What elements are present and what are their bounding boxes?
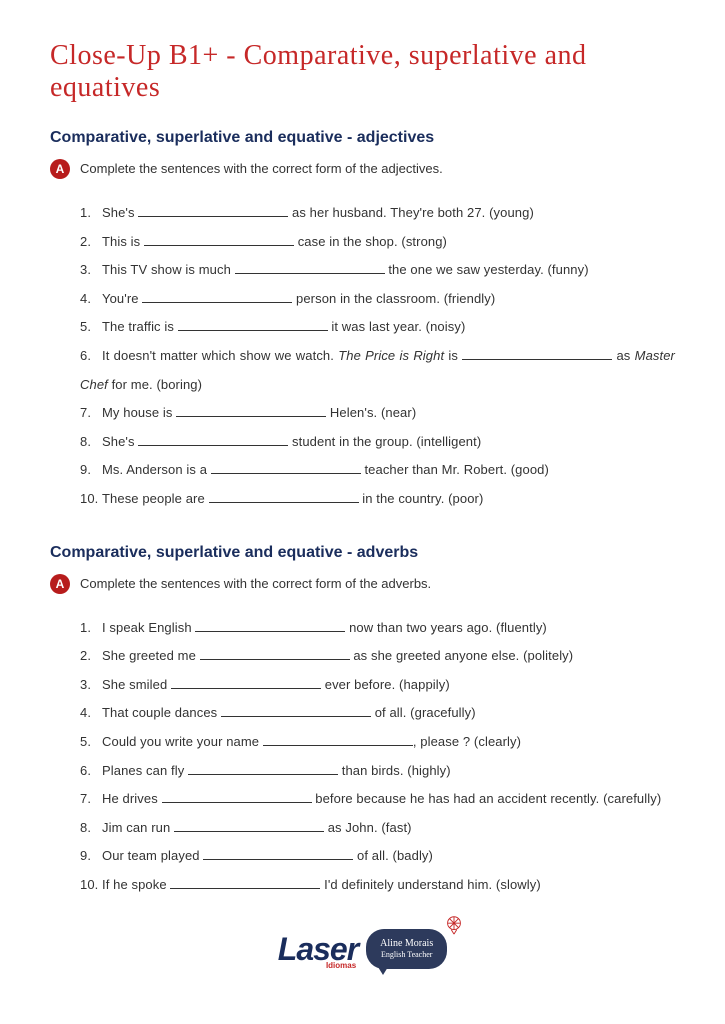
q1-7: 7.My house is Helen's. (near) — [80, 399, 675, 428]
worksheet-page: Close-Up B1+ - Comparative, superlative … — [0, 0, 725, 1024]
document-title: Close-Up B1+ - Comparative, superlative … — [50, 40, 675, 104]
q2-7: 7.He drives before because he has had an… — [80, 785, 675, 814]
blank-field[interactable] — [144, 233, 294, 246]
teacher-name: Aline Morais — [380, 937, 433, 950]
blank-field[interactable] — [195, 619, 345, 632]
section2-instruction: Complete the sentences with the correct … — [80, 574, 431, 591]
teacher-role: English Teacher — [380, 950, 433, 960]
blank-field[interactable] — [138, 204, 288, 217]
q2-6: 6.Planes can fly than birds. (highly) — [80, 757, 675, 786]
blank-field[interactable] — [235, 261, 385, 274]
q2-2: 2.She greeted me as she greeted anyone e… — [80, 642, 675, 671]
ferris-wheel-icon — [443, 914, 465, 936]
q1-10: 10.These people are in the country. (poo… — [80, 485, 675, 514]
blank-field[interactable] — [203, 847, 353, 860]
blank-field[interactable] — [138, 433, 288, 446]
q1-5: 5.The traffic is it was last year. (nois… — [80, 313, 675, 342]
blank-field[interactable] — [221, 704, 371, 717]
blank-field[interactable] — [263, 733, 413, 746]
q1-8: 8.She's student in the group. (intellige… — [80, 428, 675, 457]
blank-field[interactable] — [162, 790, 312, 803]
q1-9: 9.Ms. Anderson is a teacher than Mr. Rob… — [80, 456, 675, 485]
section2-badge: A — [50, 574, 70, 594]
q1-6: 6.It doesn't matter which show we watch.… — [80, 342, 675, 399]
section1-heading: Comparative, superlative and equative - … — [50, 129, 675, 147]
brand-logo: Laser Idiomas — [278, 931, 358, 968]
q1-3: 3.This TV show is much the one we saw ye… — [80, 256, 675, 285]
blank-field[interactable] — [171, 676, 321, 689]
q2-4: 4.That couple dances of all. (gracefully… — [80, 699, 675, 728]
blank-field[interactable] — [188, 762, 338, 775]
blank-field[interactable] — [176, 404, 326, 417]
q1-4: 4.You're person in the classroom. (frien… — [80, 285, 675, 314]
section2-instruction-row: A Complete the sentences with the correc… — [50, 574, 675, 594]
logo-wrapper: Laser Idiomas Aline Morais English Teach… — [278, 929, 447, 968]
q2-9: 9.Our team played of all. (badly) — [80, 842, 675, 871]
q1-1: 1.She's as her husband. They're both 27.… — [80, 199, 675, 228]
footer: Laser Idiomas Aline Morais English Teach… — [50, 929, 675, 968]
section1-instruction: Complete the sentences with the correct … — [80, 159, 443, 176]
blank-field[interactable] — [170, 876, 320, 889]
q2-5: 5.Could you write your name , please ? (… — [80, 728, 675, 757]
blank-field[interactable] — [200, 647, 350, 660]
section1-instruction-row: A Complete the sentences with the correc… — [50, 159, 675, 179]
q2-1: 1.I speak English now than two years ago… — [80, 614, 675, 643]
brand-tagline: Idiomas — [326, 961, 356, 970]
blank-field[interactable] — [462, 347, 612, 360]
section1-badge: A — [50, 159, 70, 179]
blank-field[interactable] — [174, 819, 324, 832]
q2-8: 8.Jim can run as John. (fast) — [80, 814, 675, 843]
blank-field[interactable] — [211, 461, 361, 474]
q1-2: 2.This is case in the shop. (strong) — [80, 228, 675, 257]
q2-3: 3.She smiled ever before. (happily) — [80, 671, 675, 700]
section2-heading: Comparative, superlative and equative - … — [50, 544, 675, 562]
q2-10: 10.If he spoke I'd definitely understand… — [80, 871, 675, 900]
blank-field[interactable] — [209, 490, 359, 503]
section2-questions: 1.I speak English now than two years ago… — [50, 614, 675, 900]
teacher-bubble: Aline Morais English Teacher — [366, 929, 447, 968]
blank-field[interactable] — [178, 318, 328, 331]
section1-questions: 1.She's as her husband. They're both 27.… — [50, 199, 675, 514]
blank-field[interactable] — [142, 290, 292, 303]
